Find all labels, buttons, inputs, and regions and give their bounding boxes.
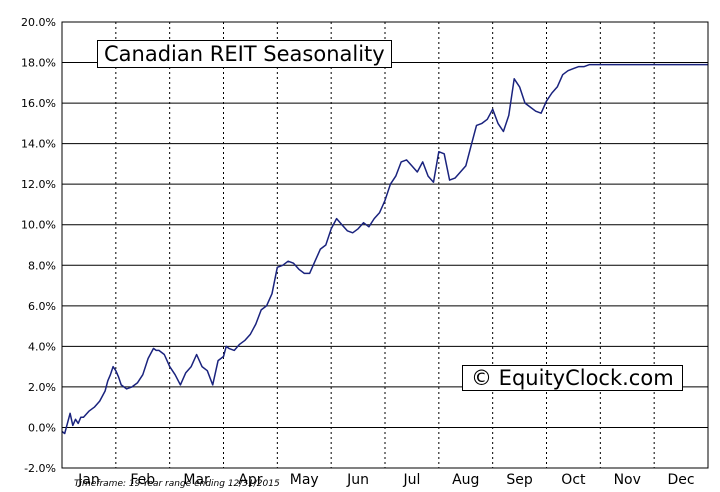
y-axis-ticks: 20.0% 18.0% 16.0% 14.0% 12.0% 10.0% 8.0% 6.0% 4.… xyxy=(21,16,56,475)
y-tick-label: 14.0% xyxy=(21,138,56,151)
y-tick-label: -2.0% xyxy=(24,462,56,475)
watermark: © EquityClock.com xyxy=(462,365,683,391)
y-tick-label: 8.0% xyxy=(28,259,56,272)
x-tick-label: Aug xyxy=(452,472,479,488)
x-tick-label: Jun xyxy=(346,472,369,488)
series-line xyxy=(61,63,708,435)
x-tick-label: Mar xyxy=(183,472,210,488)
y-tick-label: 18.0% xyxy=(21,57,56,70)
y-tick-label: 2.0% xyxy=(28,381,56,394)
x-tick-label: Jul xyxy=(402,472,420,488)
y-tick-label: 16.0% xyxy=(21,97,56,110)
y-tick-label: 0.0% xyxy=(28,421,56,434)
x-tick-label: Oct xyxy=(561,472,586,488)
x-tick-label: Sep xyxy=(506,472,533,488)
chart-title: Canadian REIT Seasonality xyxy=(97,40,392,68)
y-tick-label: 10.0% xyxy=(21,219,56,232)
x-tick-label: Nov xyxy=(614,472,641,488)
x-tick-label: Feb xyxy=(130,472,155,488)
y-tick-label: 4.0% xyxy=(28,340,56,353)
y-tick-label: 20.0% xyxy=(21,16,56,29)
x-tick-label: Dec xyxy=(668,472,695,488)
x-tick-label: May xyxy=(290,472,319,488)
x-axis-ticks: Jan Feb Mar Apr May Jun Jul Aug Sep Oct Nov Dec xyxy=(77,472,695,488)
plot-frame xyxy=(61,21,709,469)
y-tick-label: 6.0% xyxy=(28,300,56,313)
x-tick-label: Jan xyxy=(77,472,100,488)
y-tick-label: 12.0% xyxy=(21,178,56,191)
x-tick-label: Apr xyxy=(238,472,262,488)
footnote: Timeframe: 19-Year range ending 12/31/20… xyxy=(74,479,280,489)
series-lines xyxy=(61,63,708,435)
